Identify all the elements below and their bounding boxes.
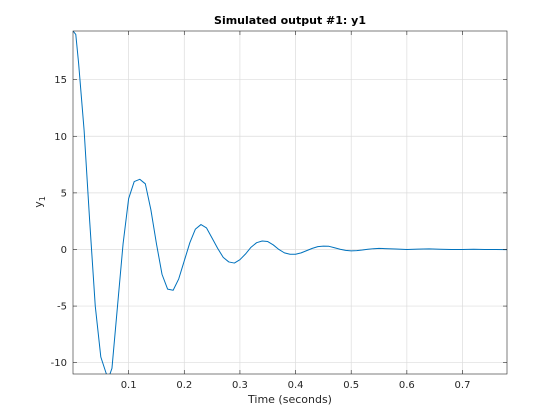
grid-lines [73, 31, 507, 374]
y-tick-label: 10 [54, 132, 67, 143]
y-tick-label: 5 [61, 188, 67, 199]
y-tick-label: -5 [57, 302, 67, 313]
x-tick-label: 0.6 [399, 380, 415, 391]
plot-area-frame [72, 30, 508, 375]
series-line-y1 [73, 31, 507, 374]
y-tick-label: -10 [51, 358, 67, 369]
x-axis-label: Time (seconds) [247, 393, 332, 406]
y-tick-label: 0 [61, 245, 67, 256]
x-tick-label: 0.3 [232, 380, 248, 391]
y-tick-label: 15 [54, 75, 67, 86]
series-layer [73, 31, 507, 374]
y-axis-label: y1 [32, 196, 47, 208]
x-axis: 0.1 0.2 0.3 0.4 0.5 0.6 0.7 [121, 31, 471, 391]
x-tick-label: 0.4 [288, 380, 304, 391]
x-tick-label: 0.7 [455, 380, 471, 391]
y-axis: -10 -5 0 5 10 15 [51, 75, 507, 369]
x-tick-label: 0.2 [176, 380, 192, 391]
x-tick-label: 0.5 [343, 380, 359, 391]
svg-text:y1: y1 [32, 196, 47, 208]
chart-title: Simulated output #1: y1 [214, 14, 366, 27]
y-axis-label-subscript: 1 [38, 196, 47, 201]
x-tick-label: 0.1 [121, 380, 137, 391]
y-axis-label-main: y [32, 201, 45, 208]
